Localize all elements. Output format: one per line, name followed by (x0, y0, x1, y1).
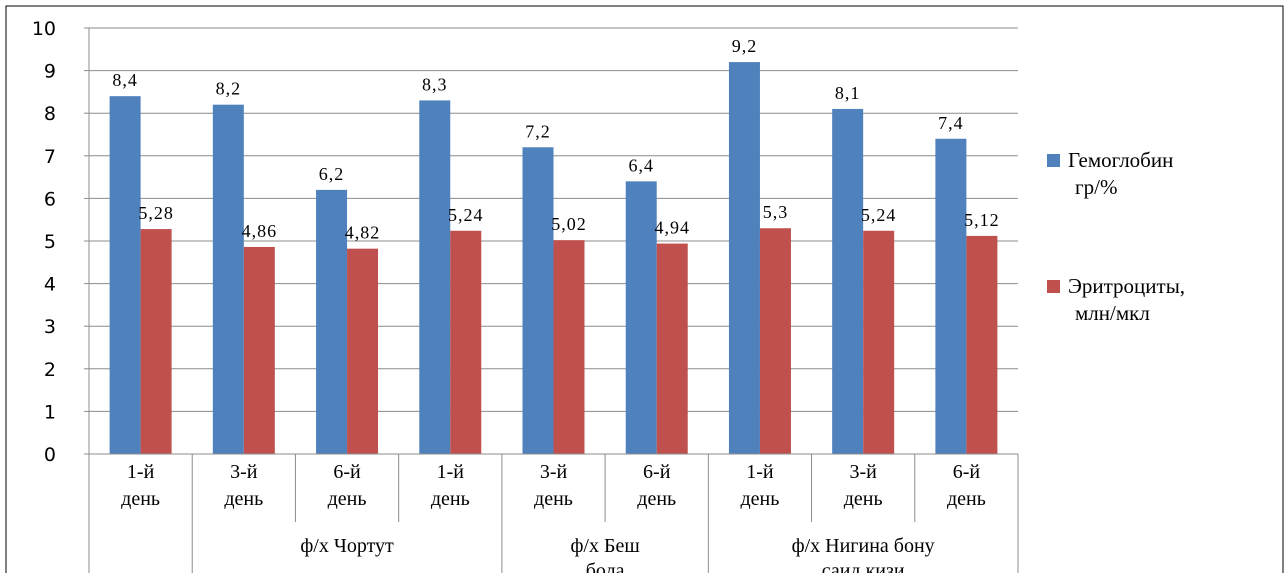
erythrocytes-bar (347, 248, 379, 454)
category-label: день (431, 488, 470, 510)
category-label: день (534, 488, 573, 510)
group-label: ф/х Чортут (300, 535, 394, 557)
y-tick-label: 6 (44, 188, 56, 210)
category-label: 3-й (230, 461, 258, 483)
category-label: день (947, 488, 986, 510)
hemoglobin-data-label: 8,3 (422, 74, 448, 94)
erythrocytes-data-label: 4,86 (242, 221, 278, 241)
hemoglobin-data-label: 9,2 (732, 36, 758, 56)
category-label: 3-й (849, 461, 877, 483)
y-axis: 0 1 2 3 4 5 6 7 8 9 10 (32, 18, 90, 466)
category-label: 6-й (953, 461, 981, 483)
legend: Гемоглобин гр/% Эритроциты, млн/мкл (1047, 148, 1185, 325)
erythrocytes-data-label: 5,24 (861, 205, 897, 225)
hemoglobin-bar (522, 147, 554, 454)
group-label: саид кизи (822, 560, 905, 573)
hemoglobin-bar (832, 108, 864, 454)
category-label: 1-й (127, 461, 155, 483)
erythrocytes-bar (140, 229, 172, 454)
erythrocytes-data-label: 5,28 (138, 203, 174, 223)
category-label: день (740, 488, 779, 510)
legend-label: млн/мкл (1075, 301, 1150, 325)
category-label: 1-й (746, 461, 774, 483)
legend-label: Гемоглобин (1068, 148, 1173, 172)
hemoglobin-bar (316, 189, 348, 454)
erythrocytes-data-label: 4,82 (345, 223, 381, 243)
bars (109, 62, 998, 455)
category-label: день (224, 488, 263, 510)
y-tick-label: 2 (44, 359, 56, 381)
hemoglobin-bar (212, 104, 244, 455)
x-axis: 1-й день 3-й день 6-й день 1-й день 3-й день 6-й де… (88, 453, 1019, 573)
hemoglobin-data-label: 6,2 (319, 164, 345, 184)
hemoglobin-data-label: 8,1 (835, 83, 861, 103)
erythrocytes-bar (759, 228, 791, 454)
category-label: 6-й (643, 461, 671, 483)
y-tick-label: 10 (32, 18, 56, 40)
erythrocytes-bar (966, 235, 998, 454)
category-label: день (637, 488, 676, 510)
legend-label: Эритроциты, (1068, 274, 1185, 298)
erythrocytes-data-label: 5,12 (964, 210, 1000, 230)
erythrocytes-data-label: 5,02 (551, 214, 587, 234)
y-tick-label: 8 (44, 103, 56, 125)
y-tick-label: 9 (44, 61, 56, 83)
category-label: 1-й (437, 461, 465, 483)
y-tick-label: 4 (44, 274, 56, 296)
hemoglobin-data-label: 7,4 (938, 113, 964, 133)
y-tick-label: 3 (44, 316, 56, 338)
erythrocytes-data-label: 5,24 (448, 205, 484, 225)
hemoglobin-bar (935, 138, 967, 454)
hemoglobin-bar (109, 96, 141, 454)
group-label: ф/х Нигина бону (792, 535, 935, 557)
hemoglobin-bar (419, 100, 451, 455)
y-tick-label: 7 (44, 146, 56, 168)
erythrocytes-bar (243, 246, 275, 454)
hemoglobin-bar (728, 62, 760, 454)
category-label: день (121, 488, 160, 510)
erythrocytes-data-label: 4,94 (654, 218, 690, 238)
data-labels: 8,4 8,2 6,2 8,3 7,2 6,4 9,2 8,1 7,4 5,28 4,86 4,82 5… (112, 36, 1000, 243)
category-label: 6-й (333, 461, 361, 483)
category-label: день (328, 488, 367, 510)
erythrocytes-bar (553, 240, 585, 454)
y-tick-label: 0 (44, 444, 56, 466)
legend-swatch-erythrocytes (1047, 280, 1060, 293)
hemoglobin-data-label: 8,2 (216, 79, 242, 99)
erythrocytes-data-label: 5,3 (763, 202, 789, 222)
category-label: 3-й (540, 461, 568, 483)
y-tick-label: 5 (44, 231, 56, 253)
y-tick-label: 1 (44, 401, 56, 423)
category-label: день (844, 488, 883, 510)
erythrocytes-bar (863, 230, 895, 454)
hemoglobin-data-label: 8,4 (112, 70, 138, 90)
group-label: ф/х Беш (570, 535, 640, 557)
erythrocytes-bar (450, 230, 482, 454)
group-label: бола (586, 560, 625, 573)
hemoglobin-data-label: 6,4 (628, 155, 654, 175)
legend-label: гр/% (1075, 175, 1117, 199)
legend-swatch-hemoglobin (1047, 154, 1060, 167)
erythrocytes-bar (656, 243, 688, 454)
hemoglobin-data-label: 7,2 (525, 121, 551, 141)
hemoglobin-bar (625, 181, 657, 455)
